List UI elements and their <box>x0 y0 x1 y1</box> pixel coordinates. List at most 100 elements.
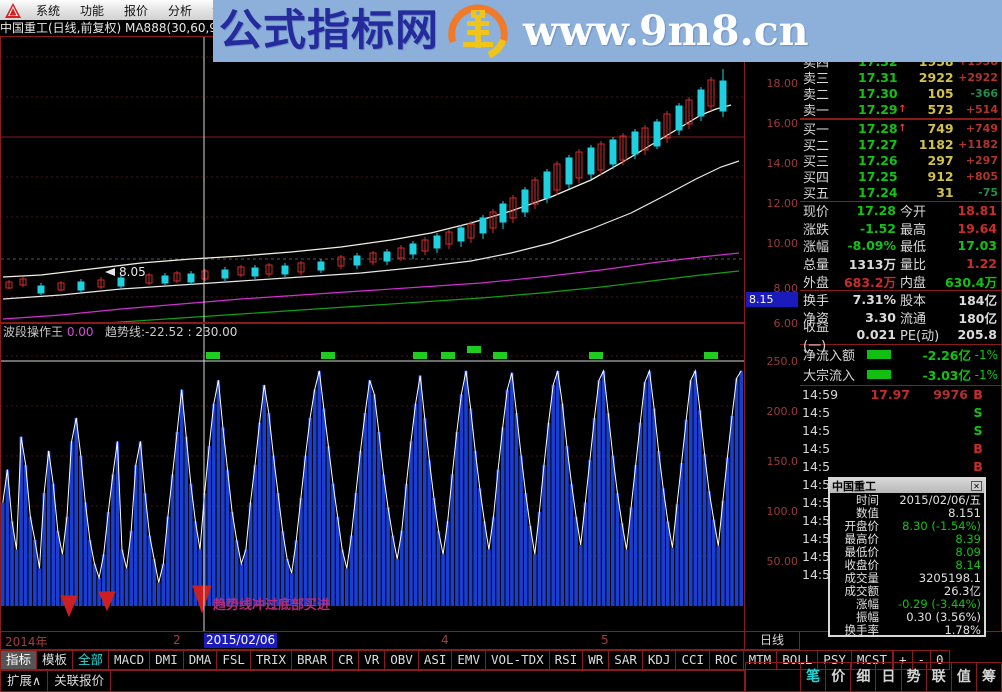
menu-item-1[interactable]: 功能 <box>80 3 105 18</box>
y-tick-price-1: 16.00 <box>766 117 799 130</box>
tooltip-row-1: 数值 8.151 <box>830 506 984 520</box>
orderbook-delta: -366 <box>970 87 998 101</box>
indicator-tab-rsi[interactable]: RSI <box>549 650 584 670</box>
indicator-tab-macd[interactable]: MACD <box>109 650 151 670</box>
indicator-tab-wr[interactable]: WR <box>583 650 610 670</box>
indicator-tab-asi[interactable]: ASI <box>418 650 453 670</box>
tick-row-3: 14:5 B <box>800 440 1001 458</box>
menu-item-2[interactable]: 报价 <box>124 3 149 18</box>
secondary-toolbar[interactable]: 扩展∧ 关联报价 <box>0 670 745 692</box>
orderbook-row-buy-1[interactable]: 买二 17.27 1182 +1182 <box>800 136 1001 154</box>
indicator-tab-dmi[interactable]: DMI <box>150 650 184 670</box>
tick-flag: S <box>973 405 983 421</box>
indicator-tab-boll[interactable]: BOLL <box>777 650 819 670</box>
orderbook-row-sell-4[interactable]: 卖一 17.29 ↑ 573 +514 <box>800 102 1001 119</box>
tooltip-key: 换手率 <box>844 623 880 637</box>
bottom-tab-2[interactable]: 细 <box>851 662 877 692</box>
indicator-tab-obv[interactable]: OBV <box>385 650 419 670</box>
indicator-tab-vol-tdx[interactable]: VOL-TDX <box>485 650 550 670</box>
main-chart-area[interactable]: 8.05 波段操作王 0.00 趋势线:-22.52 : 230.00 <box>0 36 745 632</box>
y-tick-ind-2: 150.0 <box>766 455 799 468</box>
fundamental-stat-row-1: 净资 3.30 流通 180亿 <box>800 308 1001 327</box>
orderbook-row-sell-2[interactable]: 卖三 17.31 2922 +2922 <box>800 69 1001 87</box>
date-tick-0: 2014年 <box>5 635 48 649</box>
tick-row-2: 14:5 S <box>800 422 1001 440</box>
orderbook-price: 17.28 <box>858 120 898 136</box>
reset-zoom-button[interactable]: 0 <box>931 650 950 670</box>
orderbook-row-buy-4[interactable]: 买五 17.24 31 -75 <box>800 185 1001 202</box>
orderbook-label: 卖二 <box>803 88 830 104</box>
orderbook-row-buy-2[interactable]: 买三 17.26 297 +297 <box>800 152 1001 170</box>
tick-time: 14:5 <box>802 477 831 493</box>
indicator-tab-psy[interactable]: PSY <box>818 650 852 670</box>
menu-item-0[interactable]: 系统 <box>36 3 61 18</box>
zoom-in-button[interactable]: + <box>893 650 913 670</box>
y-tick-price-0: 18.00 <box>766 77 799 90</box>
indicator-tab-roc[interactable]: ROC <box>710 650 744 670</box>
indicator-tab-mcst[interactable]: MCST <box>851 650 893 670</box>
orderbook-row-buy-0[interactable]: 买一 17.28 ↑ 749 +749 <box>800 120 1001 138</box>
bottom-tab-5[interactable]: 联 <box>926 662 952 692</box>
bottom-tab-6[interactable]: 值 <box>951 662 977 692</box>
indicator-tab-sar[interactable]: SAR <box>609 650 643 670</box>
stat-value: 683.2万 <box>843 274 896 290</box>
money-flow-row-1: 大宗流入 -3.03亿 -1% <box>800 365 1001 385</box>
close-icon[interactable]: ✕ <box>971 481 982 491</box>
bottom-tab-1[interactable]: 价 <box>826 662 852 692</box>
indicator-chart-panel[interactable]: 趋势线冲过底部买进 <box>0 323 745 632</box>
bottom-tab-7[interactable]: 筹 <box>976 662 1002 692</box>
tooltip-key: 收盘价 <box>844 558 880 573</box>
flow-value: -2.26亿 <box>922 348 971 364</box>
indicator-tab-mtm[interactable]: MTM <box>743 650 778 670</box>
orderbook-delta: +297 <box>965 153 998 167</box>
indicator-tab-emv[interactable]: EMV <box>452 650 486 670</box>
indicator-tab---[interactable]: 指标 <box>0 650 38 670</box>
y-tick-ind-1: 200.0 <box>766 405 799 418</box>
tooltip-row-9: 振幅 0.30 (3.56%) <box>830 610 984 624</box>
zoom-out-button[interactable]: - <box>912 650 932 670</box>
indicator-tab-cci[interactable]: CCI <box>676 650 711 670</box>
orderbook-price: 17.26 <box>858 152 898 168</box>
data-tooltip-popup[interactable]: 中国重工 ✕ 时间 2015/02/06/五 数值 8.151 开盘价 8.30… <box>828 477 986 637</box>
secondary-tab-0[interactable]: 扩展∧ <box>0 670 49 692</box>
orderbook-row-sell-3[interactable]: 卖二 17.30 105 -366 <box>800 86 1001 104</box>
y-tick-price-2: 14.00 <box>766 157 799 170</box>
stat-value: -1.52 <box>859 220 896 236</box>
indicator-tab---[interactable]: 模板 <box>37 650 74 670</box>
tick-volume: 9976 <box>933 387 968 403</box>
indicator-toolbar[interactable]: 指标 模板 全部 MACD DMI DMA FSL TRIX BRAR CR VR OBV ASI EMV… <box>0 650 950 670</box>
stat-key-2: 量比 <box>900 257 927 273</box>
bottom-tab-3[interactable]: 日 <box>876 662 902 692</box>
bottom-tab-bar[interactable]: 笔价细日势联值筹 <box>800 662 1002 692</box>
indicator-tab-kdj[interactable]: KDJ <box>642 650 677 670</box>
orderbook-volume: 297 <box>927 152 954 168</box>
stat-value-2: 180亿 <box>958 310 997 326</box>
indicator-tab-dma[interactable]: DMA <box>183 650 218 670</box>
indicator-tab-trix[interactable]: TRIX <box>250 650 292 670</box>
indicator-tab-cr[interactable]: CR <box>333 650 360 670</box>
orderbook-row-buy-3[interactable]: 买四 17.25 912 +805 <box>800 169 1001 186</box>
indicator-tab---[interactable]: 全部 <box>73 650 110 670</box>
stat-key-2: 流通 <box>900 311 927 327</box>
stat-key: 现价 <box>803 205 830 221</box>
menu-item-3[interactable]: 分析 <box>168 3 193 18</box>
stat-value-2: 18.81 <box>957 203 997 219</box>
secondary-tab-1[interactable]: 关联报价 <box>48 670 112 692</box>
tooltip-key: 时间 <box>856 492 879 507</box>
banner-title-cn: 公式指标网 <box>219 5 439 56</box>
stat-value: 0.021 <box>856 327 896 343</box>
bottom-tab-4[interactable]: 势 <box>901 662 927 692</box>
orderbook-divider <box>800 117 1001 120</box>
stat-key-2: 内盘 <box>900 275 927 291</box>
tooltip-key: 最低价 <box>844 544 880 559</box>
bottom-tab-0[interactable]: 笔 <box>800 662 827 692</box>
kline-period-label[interactable]: 日线 <box>745 632 800 650</box>
indicator-panel-title: 波段操作王 0.00 趋势线:-22.52 : 230.00 <box>3 325 237 339</box>
indicator-tab-brar[interactable]: BRAR <box>292 650 334 670</box>
orderbook-volume: 31 <box>936 185 954 201</box>
price-chart-panel[interactable]: 8.05 <box>0 36 745 323</box>
indicator-tab-vr[interactable]: VR <box>359 650 386 670</box>
tooltip-key: 成交额 <box>844 584 880 599</box>
indicator-tab-fsl[interactable]: FSL <box>217 650 251 670</box>
annotation-arrow-icon <box>105 268 115 276</box>
